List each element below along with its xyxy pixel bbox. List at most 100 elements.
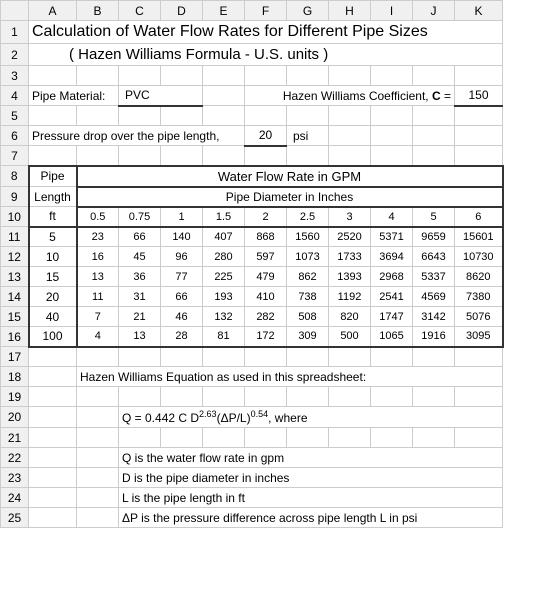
cell-empty[interactable]: [29, 407, 77, 428]
cell-empty[interactable]: [119, 347, 161, 367]
cell-empty[interactable]: [245, 428, 287, 448]
flow-value[interactable]: 77: [161, 267, 203, 287]
cell-empty[interactable]: [29, 428, 77, 448]
row-header-10[interactable]: 10: [1, 207, 29, 227]
flow-value[interactable]: 410: [245, 287, 287, 307]
cell-empty[interactable]: [413, 126, 455, 146]
flow-value[interactable]: 1073: [287, 247, 329, 267]
flow-value[interactable]: 3694: [371, 247, 413, 267]
cell-empty[interactable]: [77, 66, 119, 86]
cell-empty[interactable]: [245, 146, 287, 166]
cell-empty[interactable]: [29, 66, 77, 86]
col-header-B[interactable]: B: [77, 1, 119, 21]
flow-value[interactable]: 4: [77, 327, 119, 347]
flow-value[interactable]: 1747: [371, 307, 413, 327]
cell-empty[interactable]: [371, 428, 413, 448]
flow-value[interactable]: 738: [287, 287, 329, 307]
flow-value[interactable]: 7380: [455, 287, 503, 307]
cell-empty[interactable]: [77, 407, 119, 428]
flow-value[interactable]: 193: [203, 287, 245, 307]
cell-empty[interactable]: [77, 508, 119, 528]
length-value[interactable]: 40: [29, 307, 77, 327]
col-header-K[interactable]: K: [455, 1, 503, 21]
cell-empty[interactable]: [77, 468, 119, 488]
row-header-3[interactable]: 3: [1, 66, 29, 86]
col-header-G[interactable]: G: [287, 1, 329, 21]
row-header-25[interactable]: 25: [1, 508, 29, 528]
coeff-value[interactable]: 150: [455, 86, 503, 106]
cell-empty[interactable]: [245, 387, 287, 407]
row-header-6[interactable]: 6: [1, 126, 29, 146]
flow-value[interactable]: 5371: [371, 227, 413, 247]
flow-value[interactable]: 3095: [455, 327, 503, 347]
row-header-12[interactable]: 12: [1, 247, 29, 267]
flow-value[interactable]: 46: [161, 307, 203, 327]
cell-empty[interactable]: [203, 428, 245, 448]
cell-empty[interactable]: [245, 106, 287, 126]
length-value[interactable]: 10: [29, 247, 77, 267]
cell-empty[interactable]: [371, 126, 413, 146]
cell-empty[interactable]: [203, 146, 245, 166]
flow-value[interactable]: 15601: [455, 227, 503, 247]
cell-empty[interactable]: [29, 508, 77, 528]
flow-value[interactable]: 140: [161, 227, 203, 247]
cell-empty[interactable]: [203, 387, 245, 407]
cell-empty[interactable]: [329, 106, 371, 126]
cell-empty[interactable]: [455, 428, 503, 448]
cell-empty[interactable]: [29, 347, 77, 367]
flow-value[interactable]: 597: [245, 247, 287, 267]
flow-value[interactable]: 500: [329, 327, 371, 347]
flow-value[interactable]: 11: [77, 287, 119, 307]
cell-empty[interactable]: [287, 387, 329, 407]
cell-empty[interactable]: [29, 146, 77, 166]
cell-empty[interactable]: [161, 428, 203, 448]
cell-empty[interactable]: [329, 126, 371, 146]
flow-value[interactable]: 7: [77, 307, 119, 327]
cell-empty[interactable]: [29, 468, 77, 488]
cell-empty[interactable]: [161, 66, 203, 86]
row-header-21[interactable]: 21: [1, 428, 29, 448]
flow-value[interactable]: 1916: [413, 327, 455, 347]
cell-empty[interactable]: [161, 347, 203, 367]
flow-value[interactable]: 282: [245, 307, 287, 327]
flow-value[interactable]: 66: [119, 227, 161, 247]
flow-value[interactable]: 479: [245, 267, 287, 287]
row-header-8[interactable]: 8: [1, 166, 29, 187]
cell-empty[interactable]: [455, 347, 503, 367]
flow-value[interactable]: 96: [161, 247, 203, 267]
flow-value[interactable]: 1192: [329, 287, 371, 307]
cell-empty[interactable]: [329, 146, 371, 166]
flow-value[interactable]: 66: [161, 287, 203, 307]
cell-empty[interactable]: [287, 428, 329, 448]
flow-value[interactable]: 1560: [287, 227, 329, 247]
flow-value[interactable]: 862: [287, 267, 329, 287]
cell-empty[interactable]: [329, 387, 371, 407]
cell-empty[interactable]: [413, 146, 455, 166]
cell-empty[interactable]: [119, 428, 161, 448]
flow-value[interactable]: 407: [203, 227, 245, 247]
row-header-17[interactable]: 17: [1, 347, 29, 367]
cell-empty[interactable]: [161, 387, 203, 407]
row-header-9[interactable]: 9: [1, 187, 29, 207]
cell-empty[interactable]: [287, 66, 329, 86]
cell-empty[interactable]: [371, 387, 413, 407]
flow-value[interactable]: 225: [203, 267, 245, 287]
flow-value[interactable]: 2520: [329, 227, 371, 247]
flow-value[interactable]: 868: [245, 227, 287, 247]
cell-empty[interactable]: [77, 106, 119, 126]
cell-empty[interactable]: [161, 106, 203, 126]
length-value[interactable]: 15: [29, 267, 77, 287]
flow-value[interactable]: 1733: [329, 247, 371, 267]
flow-value[interactable]: 1393: [329, 267, 371, 287]
cell-empty[interactable]: [29, 387, 77, 407]
col-header-I[interactable]: I: [371, 1, 413, 21]
row-header-4[interactable]: 4: [1, 86, 29, 106]
cell-empty[interactable]: [119, 66, 161, 86]
cell-empty[interactable]: [371, 66, 413, 86]
flow-value[interactable]: 309: [287, 327, 329, 347]
cell-empty[interactable]: [203, 106, 245, 126]
cell-empty[interactable]: [77, 387, 119, 407]
flow-value[interactable]: 45: [119, 247, 161, 267]
cell-empty[interactable]: [329, 428, 371, 448]
row-header-16[interactable]: 16: [1, 327, 29, 347]
